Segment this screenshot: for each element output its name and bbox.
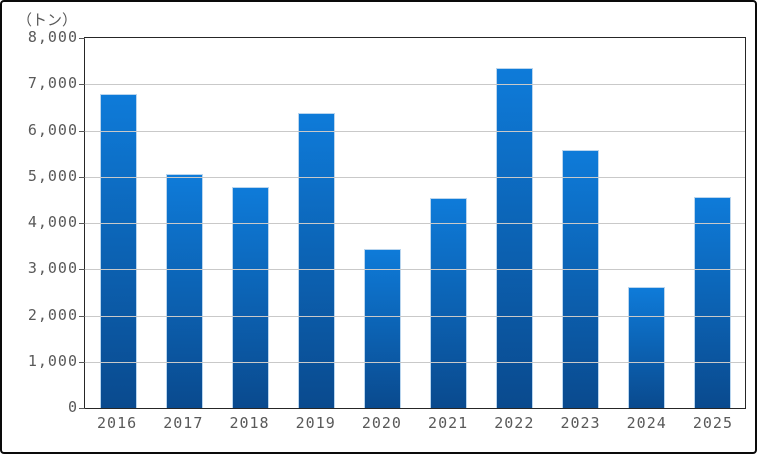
gridline	[85, 223, 745, 224]
y-axis-tick	[79, 269, 85, 271]
gridline	[85, 269, 745, 271]
bar-slot	[679, 38, 745, 408]
x-tick-label: 2024	[626, 414, 667, 432]
y-axis-tick	[79, 408, 85, 409]
bar-slot	[283, 38, 349, 408]
bar-slot	[481, 38, 547, 408]
bar-slot	[415, 38, 481, 408]
x-tick-label: 2023	[560, 414, 601, 432]
bar-2025	[693, 196, 731, 408]
y-tick-label: 3,000	[27, 259, 78, 278]
bar-slot	[349, 38, 415, 408]
gridline	[85, 130, 745, 132]
y-axis-tick	[79, 38, 85, 39]
bar-series	[85, 38, 745, 408]
gridline	[85, 176, 745, 178]
gridline	[85, 361, 745, 363]
bar-2016	[99, 93, 137, 408]
bar-2019	[297, 113, 335, 408]
bar-2018	[231, 186, 269, 408]
bar-2017	[165, 174, 203, 408]
y-tick-label: 5,000	[27, 166, 78, 185]
y-tick-label: 7,000	[27, 74, 78, 93]
bar-2024	[627, 286, 665, 408]
x-tick-label: 2016	[97, 414, 138, 432]
y-tick-label: 4,000	[27, 213, 78, 231]
bar-2022	[495, 67, 533, 408]
bar-2021	[429, 198, 467, 408]
x-tick-label: 2020	[361, 414, 402, 432]
y-axis-tick	[79, 361, 85, 363]
gridline	[85, 315, 745, 317]
x-tick-label: 2019	[295, 414, 336, 432]
bar-slot	[613, 38, 679, 408]
x-axis: 2016 2017 2018 2019 2020 2021 2022 2023 2024 2025	[84, 414, 746, 438]
y-axis-tick	[79, 176, 85, 178]
x-tick-label: 2021	[428, 414, 469, 432]
y-axis-tick	[79, 315, 85, 317]
y-axis: 0 1,000 2,000 3,000 4,000 5,000 6,000 7,000 8,00…	[2, 28, 78, 416]
y-axis-tick	[79, 130, 85, 132]
bar-2023	[561, 149, 599, 408]
y-axis-tick	[79, 84, 85, 86]
x-tick-label: 2018	[229, 414, 270, 432]
bar-2020	[363, 249, 401, 408]
x-tick-label: 2017	[163, 414, 204, 432]
y-tick-label: 6,000	[27, 120, 78, 139]
bar-slot	[547, 38, 613, 408]
y-axis-unit-label: （トン）	[17, 11, 78, 29]
y-tick-label: 0	[67, 398, 78, 416]
gridline	[85, 84, 745, 86]
bar-slot	[151, 38, 217, 408]
plot-area	[79, 37, 746, 409]
y-tick-label: 2,000	[27, 305, 78, 324]
y-axis-tick	[79, 223, 85, 224]
x-tick-label: 2025	[692, 414, 733, 432]
y-tick-label: 1,000	[27, 351, 78, 370]
x-tick-label: 2022	[494, 414, 535, 432]
y-tick-label: 8,000	[27, 28, 78, 46]
bar-slot	[85, 38, 151, 408]
